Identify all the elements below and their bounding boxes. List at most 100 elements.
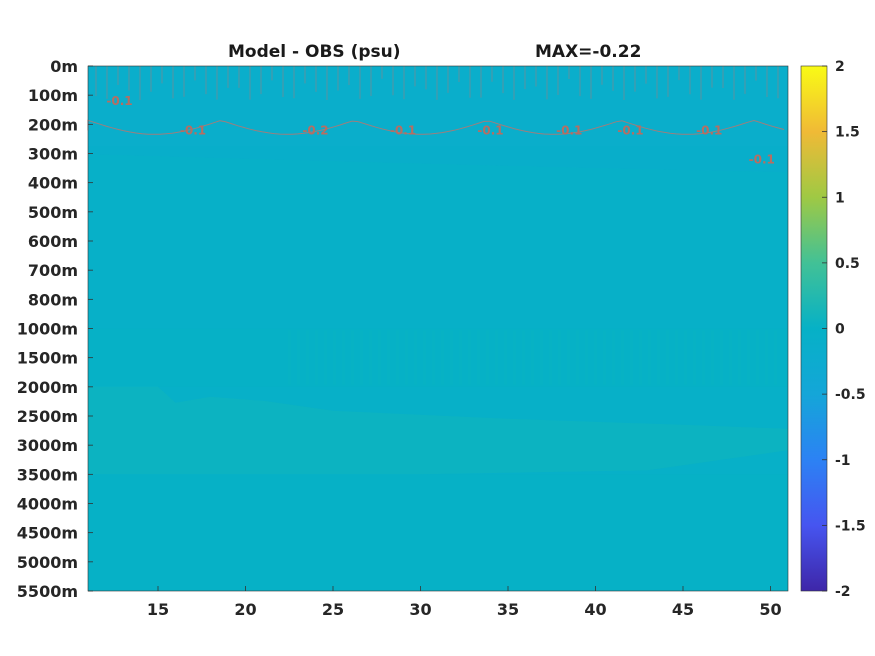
- y-tick-label: 3500m: [17, 465, 78, 484]
- field-stripe: [747, 330, 750, 385]
- y-tick-label: 100m: [28, 86, 78, 105]
- x-tick-label: 50: [759, 600, 781, 619]
- x-tick-label: 40: [584, 600, 606, 619]
- contour-label: -0.1: [696, 123, 722, 137]
- y-tick-label: 200m: [28, 115, 78, 134]
- field-stripe: [297, 330, 300, 385]
- y-tick-label: 3000m: [17, 436, 78, 455]
- field-band-1000-2000: [88, 328, 788, 387]
- y-tick-label: 4000m: [17, 495, 78, 514]
- contour-label: -0.1: [477, 123, 503, 137]
- y-tick-label: 2500m: [17, 407, 78, 426]
- field-stripe: [396, 330, 399, 385]
- field-stripe: [630, 330, 633, 385]
- field-stripe: [738, 330, 741, 385]
- field-stripe: [693, 330, 696, 385]
- contour-label: -0.1: [390, 123, 416, 137]
- colorbar-tick-label: -2: [835, 584, 851, 600]
- y-tick-label: 400m: [28, 174, 78, 193]
- colorbar-tick-label: 0.5: [835, 256, 860, 272]
- field-stripe: [639, 330, 642, 385]
- x-tick-label: 15: [147, 600, 169, 619]
- field-stripe: [621, 330, 624, 385]
- y-tick-label: 300m: [28, 145, 78, 164]
- field-stripe: [612, 330, 615, 385]
- y-tick-label: 800m: [28, 290, 78, 309]
- field-stripe: [558, 330, 561, 385]
- field-band-2000-3500: [88, 386, 788, 475]
- field-stripe: [585, 330, 588, 385]
- axes: 0m 100m 200m 300m 400m 500m 600m 700m 800m 1000m 1…: [17, 57, 782, 619]
- chart-title: Model - OBS (psu): [228, 42, 401, 62]
- field-stripe: [495, 330, 498, 385]
- y-tick-label: 1000m: [17, 320, 78, 339]
- field-stripe: [567, 330, 570, 385]
- field-stripe: [540, 330, 543, 385]
- field-stripe: [774, 330, 777, 385]
- field-stripe: [522, 330, 525, 385]
- field-stripe: [666, 330, 669, 385]
- field-stripe: [423, 330, 426, 385]
- field-stripe: [450, 330, 453, 385]
- field-stripe: [756, 330, 759, 385]
- field-stripe: [441, 330, 444, 385]
- field-stripe: [729, 330, 732, 385]
- field-stripe: [513, 330, 516, 385]
- field-stripe: [720, 330, 723, 385]
- field-stripe: [342, 330, 345, 385]
- x-tick-label: 35: [497, 600, 519, 619]
- field-stripe: [351, 330, 354, 385]
- field-stripe: [648, 330, 651, 385]
- field-stripe: [324, 330, 327, 385]
- x-tick-label: 20: [234, 600, 256, 619]
- field-stripe: [360, 330, 363, 385]
- contour-label: -0.1: [106, 94, 132, 108]
- colorbar-tick-label: -1.5: [835, 518, 866, 534]
- x-tick-label: 45: [672, 600, 694, 619]
- y-tick-label: 700m: [28, 261, 78, 280]
- colorbar-tick-label: 1.5: [835, 125, 860, 141]
- contour-line: [87, 119, 785, 135]
- field-stripe: [765, 330, 768, 385]
- contour-label: -0.1: [556, 123, 582, 137]
- y-tick-label: 600m: [28, 232, 78, 251]
- field-stripe: [675, 330, 678, 385]
- y-tick-label: 5500m: [17, 582, 78, 601]
- chart-max-label: MAX=-0.22: [535, 42, 642, 62]
- field-stripe: [657, 330, 660, 385]
- contour-label: -0.1: [617, 123, 643, 137]
- contour-label: -0.1: [749, 153, 775, 167]
- y-tick-label: 500m: [28, 203, 78, 222]
- y-tick-label: 5000m: [17, 553, 78, 572]
- field-stripe: [594, 330, 597, 385]
- contour-label: -0.2: [302, 123, 328, 137]
- colorbar: 2 1.5 1 0.5 0 -0.5 -1 -1.5 -2: [800, 59, 866, 600]
- field-surface-fringe: [88, 146, 788, 173]
- field-stripe: [306, 330, 309, 385]
- field-stripe: [702, 330, 705, 385]
- field-stripe: [504, 330, 507, 385]
- field-stripe: [387, 330, 390, 385]
- field-stripe: [459, 330, 462, 385]
- y-tick-label: 4500m: [17, 524, 78, 543]
- y-tick-label: 2000m: [17, 378, 78, 397]
- field-stripe: [531, 330, 534, 385]
- field-stripe: [603, 330, 606, 385]
- y-tick-label: 0m: [50, 57, 78, 76]
- x-tick-label: 30: [409, 600, 431, 619]
- field-stripe: [378, 330, 381, 385]
- plot-area: -0.1 -0.1 -0.2 -0.1 -0.1 -0.1 -0.1 -0.1 -0.1: [87, 65, 789, 592]
- field-stripe: [405, 330, 408, 385]
- field-stripe: [369, 330, 372, 385]
- field-stripe: [333, 330, 336, 385]
- y-tick-label: 1500m: [17, 349, 78, 368]
- field-stripe: [711, 330, 714, 385]
- field-stripe: [549, 330, 552, 385]
- colorbar-tick-label: 0: [835, 322, 845, 338]
- colorbar-tick-label: 1: [835, 190, 845, 206]
- contour-label: -0.1: [180, 123, 206, 137]
- field-stripe: [288, 330, 291, 385]
- colorbar-tick-label: -0.5: [835, 387, 866, 403]
- field-stripe: [315, 330, 318, 385]
